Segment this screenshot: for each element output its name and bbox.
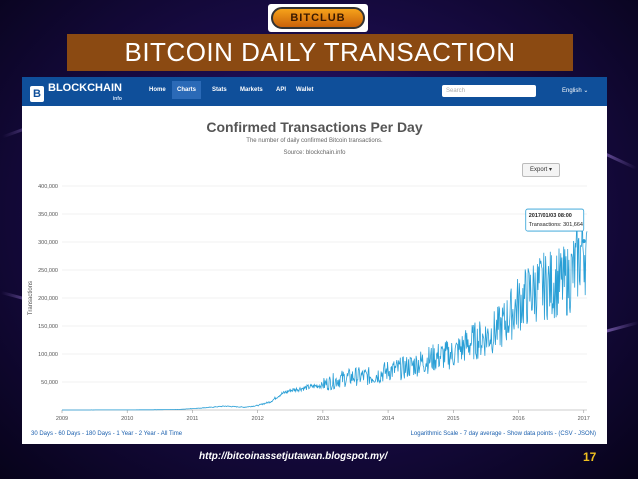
blockchain-screenshot: B BLOCKCHAIN info Home Charts Stats Mark… xyxy=(22,77,607,444)
y-tick-label: 400,000 xyxy=(38,184,58,190)
chart-subtitle: The number of daily confirmed Bitcoin tr… xyxy=(246,138,383,144)
nav-markets[interactable]: Markets xyxy=(240,87,263,93)
page-number: 17 xyxy=(583,450,597,464)
slide-title-bar: BITCOIN DAILY TRANSACTION xyxy=(67,34,573,71)
y-tick-label: 100,000 xyxy=(38,352,58,358)
language-select[interactable]: English ⌄ xyxy=(562,87,588,94)
language-label: English xyxy=(562,88,582,94)
series-line xyxy=(62,210,588,411)
y-tick-label: 350,000 xyxy=(38,212,58,218)
y-tick-label: 250,000 xyxy=(38,268,58,274)
nav-api[interactable]: API xyxy=(276,87,287,93)
tooltip-date: 2017/01/03 08:00 xyxy=(529,213,572,219)
time-range-links[interactable]: 30 Days - 60 Days - 180 Days - 1 Year - … xyxy=(31,431,183,437)
y-axis-label: Transactions xyxy=(28,281,34,315)
x-tick-label: 2011 xyxy=(187,416,199,422)
nav-wallet[interactable]: Wallet xyxy=(296,87,314,93)
export-label: Export xyxy=(529,167,548,173)
chart-options-links[interactable]: Logarithmic Scale - 7 day average - Show… xyxy=(410,431,596,437)
y-tick-label: 200,000 xyxy=(38,296,58,302)
x-tick-label: 2009 xyxy=(56,416,68,422)
tooltip-box xyxy=(525,208,585,232)
top-nav: B BLOCKCHAIN info Home Charts Stats Mark… xyxy=(22,77,607,106)
slide-title: BITCOIN DAILY TRANSACTION xyxy=(124,37,516,67)
export-button[interactable]: Export ▾ xyxy=(522,163,560,177)
y-tick-label: 300,000 xyxy=(38,240,58,246)
chart-source: Source: blockchain.info xyxy=(283,150,346,156)
search-input[interactable]: Search xyxy=(442,85,536,97)
bitclub-logo-text: BITCLUB xyxy=(271,7,365,29)
bitclub-logo: BITCLUB xyxy=(268,4,368,32)
brand-sub: info xyxy=(112,96,122,102)
y-tick-label: 50,000 xyxy=(41,380,58,386)
x-tick-label: 2010 xyxy=(121,416,133,422)
chevron-down-icon: ⌄ xyxy=(583,88,589,94)
x-tick-label: 2017 xyxy=(578,416,590,422)
chart-title: Confirmed Transactions Per Day xyxy=(206,119,423,135)
y-tick-label: 150,000 xyxy=(38,324,58,330)
nav-charts[interactable]: Charts xyxy=(172,81,202,99)
x-tick-label: 2014 xyxy=(382,416,394,422)
blockchain-brand[interactable]: B BLOCKCHAIN info xyxy=(30,83,122,105)
nav-home[interactable]: Home xyxy=(149,87,166,93)
x-tick-label: 2016 xyxy=(512,416,524,422)
tooltip-value: Transactions: 301,664 xyxy=(529,222,583,228)
brand-name: BLOCKCHAIN xyxy=(48,82,122,94)
blockchain-cube-icon: B xyxy=(30,86,44,102)
blog-url[interactable]: http://bitcoinassetjutawan.blogspot.my/ xyxy=(199,451,388,462)
x-tick-label: 2012 xyxy=(252,416,264,422)
tooltip-point xyxy=(581,239,586,244)
x-tick-label: 2013 xyxy=(317,416,329,422)
x-tick-label: 2015 xyxy=(447,416,459,422)
transactions-chart: 400,000 350,000 300,000 250,000 200,000 150,0… xyxy=(28,184,590,422)
chevron-down-icon: ▾ xyxy=(549,167,553,173)
nav-stats[interactable]: Stats xyxy=(212,87,227,93)
